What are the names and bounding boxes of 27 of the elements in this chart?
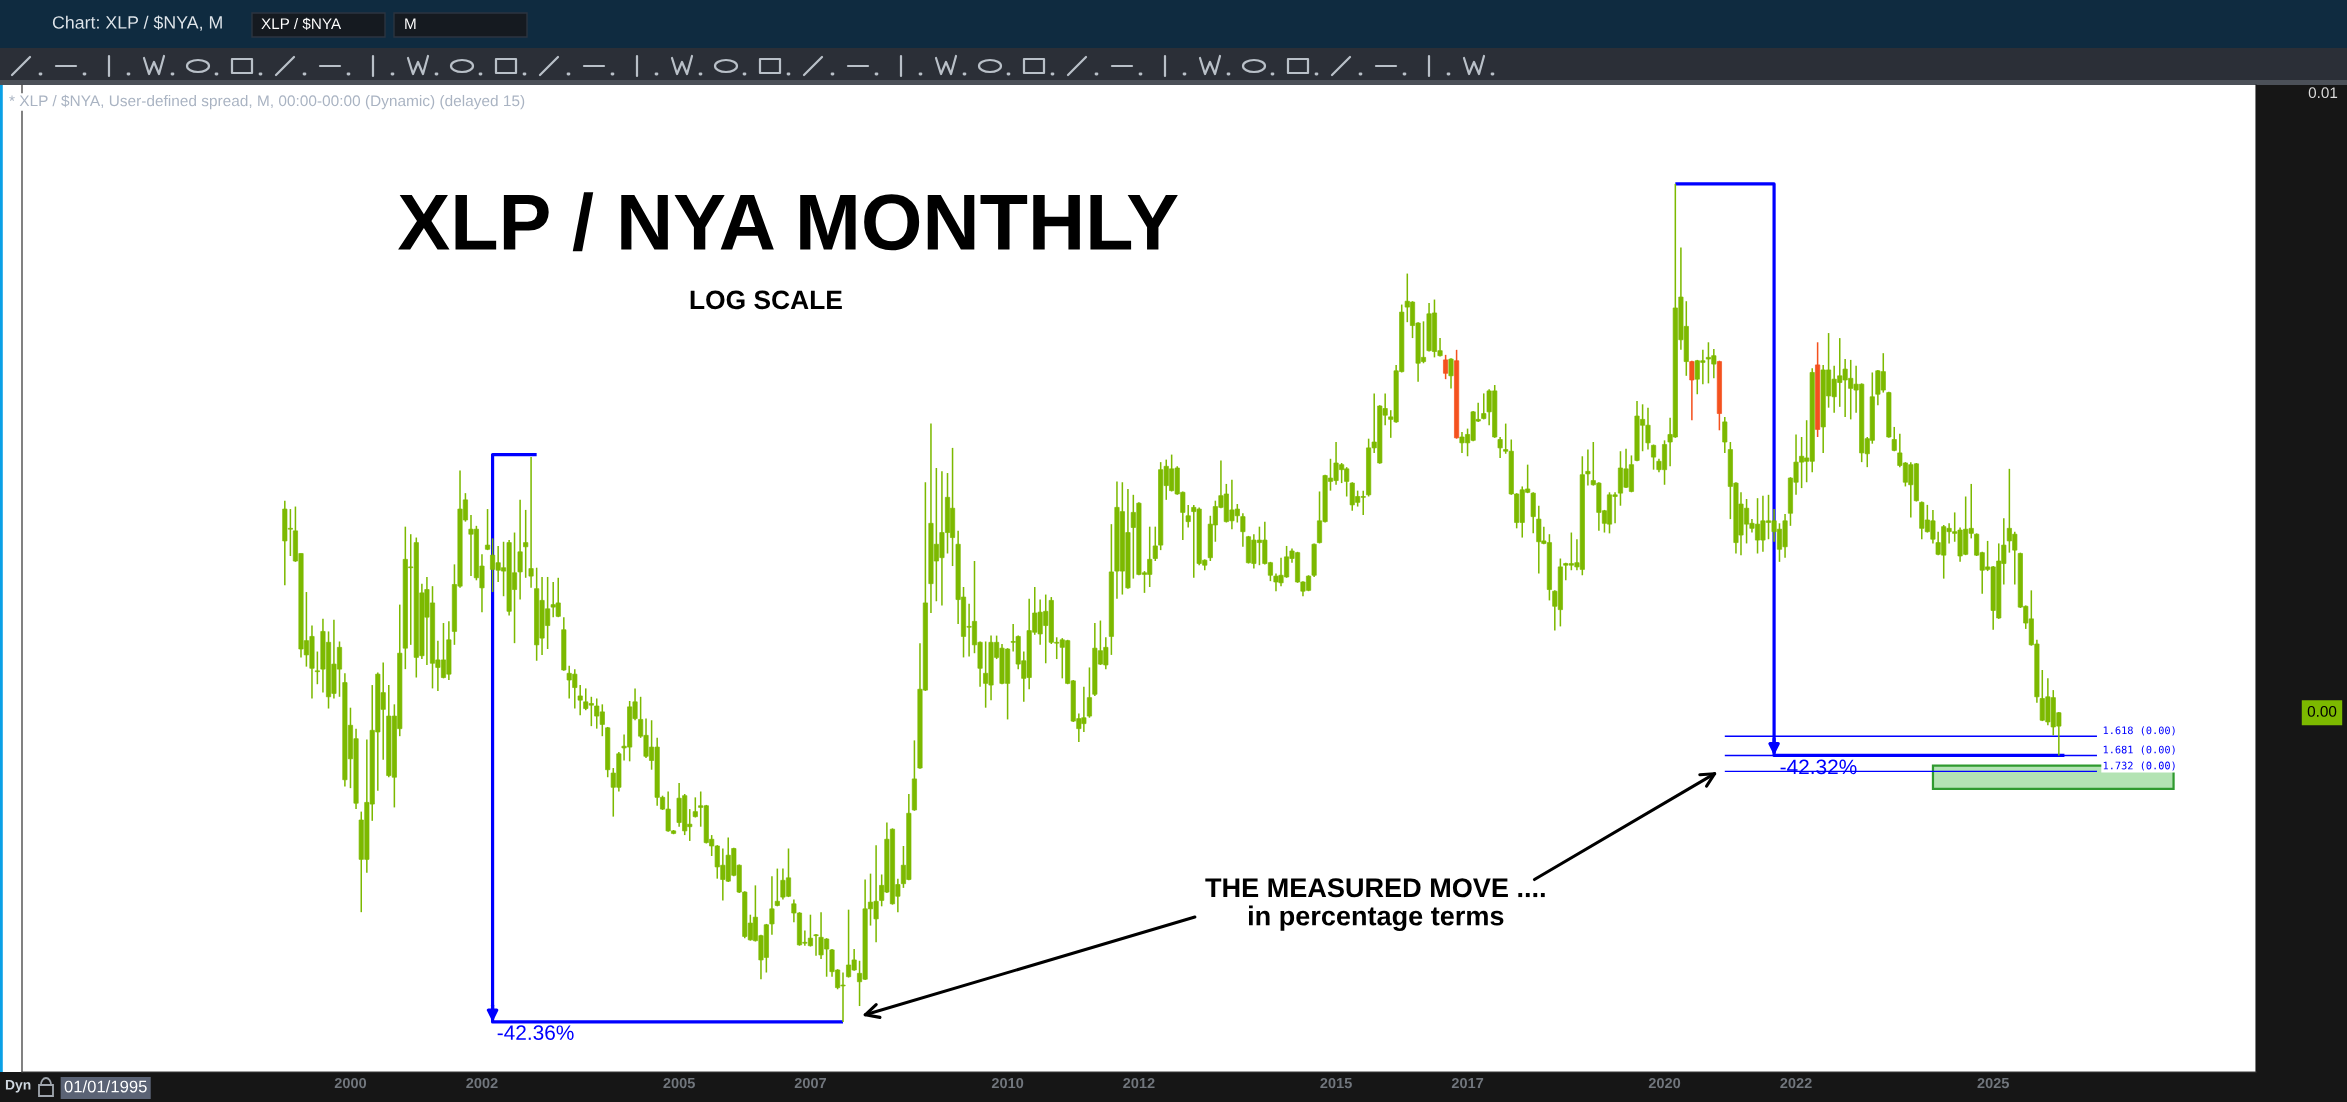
text: XLP / $NYA <box>261 17 342 31</box>
annotation: -42.32% <box>1780 759 1857 775</box>
x-tick-label: 2017 <box>1451 1077 1484 1089</box>
text: M <box>405 18 416 29</box>
x-tick-label: 2007 <box>794 1077 827 1089</box>
text: 0.00 <box>2307 706 2337 717</box>
text: 01/01/1995 <box>64 1080 147 1093</box>
annotation: -42.36% <box>497 1025 574 1041</box>
text: * XLP / $NYA, User-defined spread, M, 00:00-00:00 (Dynamic) (delayed 15) <box>9 94 525 110</box>
x-tick-label: 2002 <box>466 1077 498 1089</box>
x-tick-label: 2015 <box>1320 1077 1352 1089</box>
x-tick-label: 2000 <box>334 1077 367 1089</box>
series-label: 1.681 (0.00) <box>2103 745 2175 755</box>
x-tick-label: 2005 <box>663 1077 695 1089</box>
text: LOG SCALE <box>690 290 842 310</box>
series-label: 1.618 (0.00) <box>2103 726 2175 736</box>
x-tick-label: 2020 <box>1648 1077 1681 1089</box>
x-tick-label: 2012 <box>1123 1077 1155 1089</box>
x-tick-label: 2022 <box>1780 1077 1812 1089</box>
text: Dyn <box>5 1080 31 1093</box>
text: Chart: XLP / $NYA, M <box>52 15 222 31</box>
annotation: THE MEASURED MOVE .... in percentage terms <box>1205 878 1545 931</box>
text: 0.01 <box>2308 87 2338 99</box>
x-tick-label: 2010 <box>991 1077 1024 1089</box>
x-tick-label: 2025 <box>1977 1077 2009 1089</box>
chart-title: XLP / NYA MONTHLY <box>398 192 1178 252</box>
series-label: 1.732 (0.00) <box>2103 761 2175 771</box>
